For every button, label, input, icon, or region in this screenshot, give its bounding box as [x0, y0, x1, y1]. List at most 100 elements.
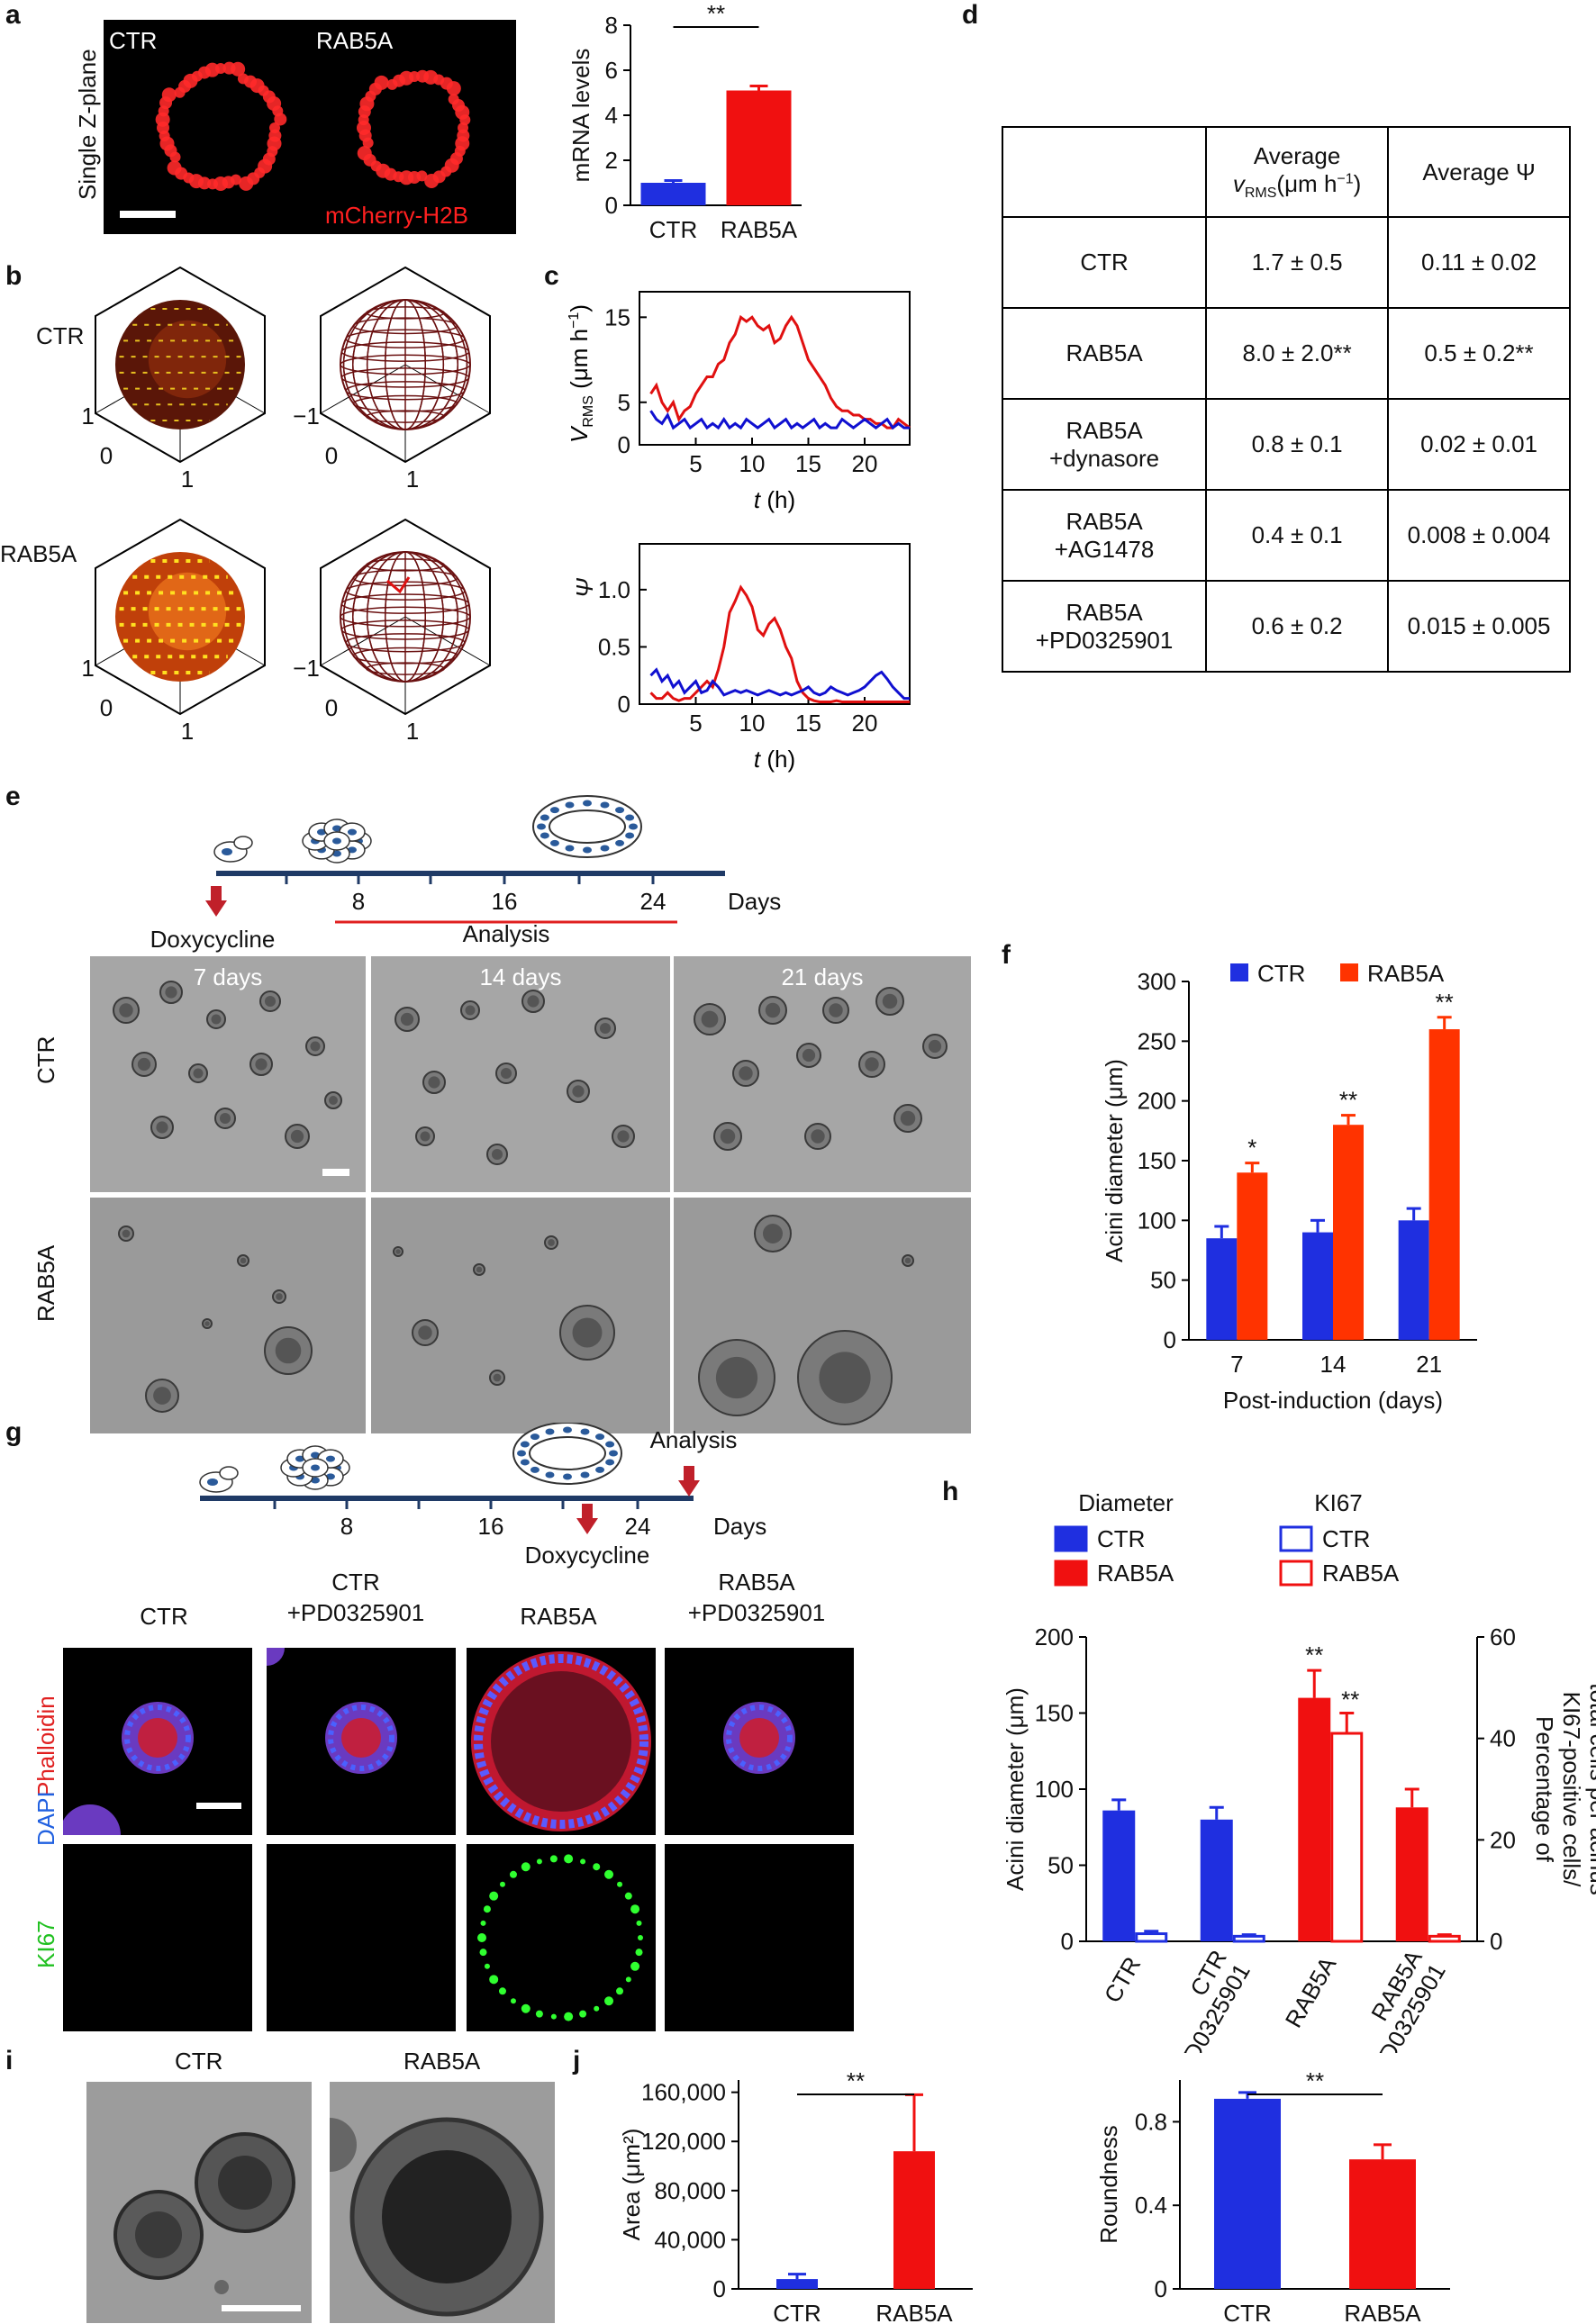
series-line-1	[649, 667, 910, 701]
axis-tick-label: 0	[100, 694, 113, 721]
e-image-rab5a-1	[371, 1198, 670, 1433]
g-column-label-line: RAB5A	[718, 1569, 795, 1596]
y-tick-label: 6	[605, 57, 618, 84]
g-image-svg	[477, 1854, 643, 2021]
series-line-0	[649, 584, 910, 703]
b-sphere-plots: −101−101−101−101	[81, 266, 491, 743]
d-table-row: RAB5A +AG1478 0.4 ± 0.1 0.008 ± 0.004	[1001, 489, 1571, 582]
significance-label: **	[1436, 989, 1454, 1016]
a-micrograph: CTR RAB5A mCherry-H2B	[104, 20, 516, 234]
y2-tick-label: 60	[1490, 1623, 1516, 1650]
j-roundness-bar-chart: 0 0.4 0.8 CTR RAB5A ** Roundness	[1095, 2067, 1450, 2324]
y-tick-label: 160,000	[641, 2079, 726, 2106]
x-tick-label: RAB5A	[1344, 2300, 1421, 2324]
y-axis-label: Roundness	[1095, 2125, 1122, 2244]
d-psi-cell: 0.11 ± 0.02	[1387, 216, 1571, 309]
timeline-tick-label: 8	[352, 888, 365, 915]
doxycycline-arrow	[576, 1504, 598, 1534]
g-column-label-line: +PD0325901	[687, 1599, 826, 1626]
e-scale-bar	[322, 1169, 349, 1176]
cell-stage-icon-1	[280, 1445, 350, 1490]
y-axis-label: Ψ	[571, 578, 598, 598]
x-axis-label: t (h)	[754, 486, 795, 513]
d-condition-line: +dynasore	[1048, 444, 1160, 472]
significance-label: **	[847, 2067, 865, 2094]
d-condition-line: RAB5A	[1066, 416, 1143, 444]
axis-tick-label: −1	[81, 402, 95, 430]
panel-letter-c: c	[544, 261, 559, 291]
y-tick-label: 0	[618, 691, 630, 718]
d-psi-cell: 0.015 ± 0.005	[1387, 580, 1571, 673]
g-image-phalloidin-dapi-1	[267, 1648, 456, 1835]
y-axis-label: VRMS (μm h−1)	[566, 304, 596, 443]
analysis-label: Analysis	[463, 920, 550, 947]
g-image-svg	[471, 1651, 651, 1831]
panel-letter-e: e	[5, 782, 21, 811]
d-table-row: RAB5A 8.0 ± 2.0** 0.5 ± 0.2**	[1001, 307, 1571, 400]
i-scale-bar	[222, 2305, 301, 2311]
h-bar-chart: Diameter KI67CTRRAB5ACTRRAB5A050100150200…	[1002, 1489, 1596, 2053]
x-tick-label: 15	[795, 710, 821, 737]
d-header-empty	[1001, 126, 1208, 218]
y-tick-label: 80,000	[654, 2177, 726, 2204]
g-column-label-line: CTR	[140, 1603, 188, 1630]
y-tick-label: 150	[1035, 1700, 1074, 1727]
x-tick-label: RAB5A	[1280, 1951, 1342, 2031]
plot-frame	[639, 291, 911, 446]
bar-rab5a	[1333, 1125, 1364, 1340]
panel-letter-a: a	[5, 0, 21, 30]
d-condition-line: CTR	[1080, 249, 1129, 276]
legend-swatch	[1230, 963, 1248, 981]
y-tick-label: 120,000	[641, 2128, 726, 2155]
e-image-svg	[394, 990, 635, 1165]
panel-letter-i: i	[5, 2046, 14, 2075]
d-condition-line: +PD0325901	[1035, 626, 1174, 654]
legend-swatch	[1279, 1525, 1313, 1552]
legend-title-diameter: Diameter	[1078, 1489, 1174, 1516]
x-axis-label: Post-induction (days)	[1223, 1387, 1443, 1414]
cube-edge	[320, 364, 406, 414]
doxycycline-label: Doxycycline	[525, 1542, 650, 1569]
d-vrms-cell: 1.7 ± 0.5	[1205, 216, 1390, 309]
significance-label: **	[1341, 1686, 1359, 1714]
significance-label: **	[1339, 1087, 1357, 1114]
i-image-rab5a-svg	[330, 2117, 544, 2317]
g-column-label-line: +PD0325901	[286, 1599, 425, 1626]
y-tick-label: 0	[605, 192, 618, 219]
series-line-1	[649, 410, 910, 430]
d-table-row: CTR 1.7 ± 0.5 0.11 ± 0.02	[1001, 216, 1571, 309]
e-image-svg	[113, 981, 349, 1176]
x-tick-label: 10	[739, 710, 766, 737]
d-vrms-cell: 0.8 ± 0.1	[1205, 398, 1390, 491]
y-tick-label: 300	[1138, 968, 1176, 995]
bar	[1214, 2098, 1281, 2289]
legend-label: RAB5A	[1322, 1560, 1400, 1587]
cube-edge	[404, 364, 491, 414]
ki67-label: KI67	[32, 1920, 59, 1969]
e-column-label: 7 days	[193, 963, 263, 990]
sphere-box-0: −10 1	[81, 266, 266, 493]
panel-letter-f: f	[1002, 940, 1011, 970]
significance-label: **	[707, 0, 725, 27]
d-condition-cell: RAB5A +PD0325901	[1001, 580, 1208, 673]
g-image-svg	[63, 1702, 241, 1835]
x-tick-label: 20	[852, 450, 878, 477]
g-image-svg	[63, 1844, 252, 2031]
e-image-rab5a-2	[674, 1198, 971, 1433]
e-image-ctr-2: 21 days	[674, 956, 971, 1192]
x-tick-label: 5	[689, 710, 702, 737]
y-tick-label: 200	[1035, 1623, 1074, 1650]
axis-tick-label: 1	[181, 466, 194, 493]
a-mrna-bar-chart: 0 2 4 6 8 CTR RAB5A ** mRNA levels	[567, 0, 802, 243]
mcherry-label: mCherry-H2B	[325, 202, 468, 229]
y-tick-label: 50	[1150, 1267, 1176, 1294]
y-tick-label: 40,000	[654, 2226, 726, 2253]
y2-tick-label: 40	[1490, 1725, 1516, 1752]
x-tick-label: 7	[1230, 1351, 1243, 1378]
bar	[726, 90, 792, 205]
cell-stage-icon-0	[213, 836, 253, 863]
legend-title-ki67: KI67	[1314, 1489, 1363, 1516]
panel-letter-h: h	[942, 1477, 959, 1506]
panel-letter-g: g	[5, 1417, 23, 1447]
y-tick-label: 4	[605, 102, 618, 129]
